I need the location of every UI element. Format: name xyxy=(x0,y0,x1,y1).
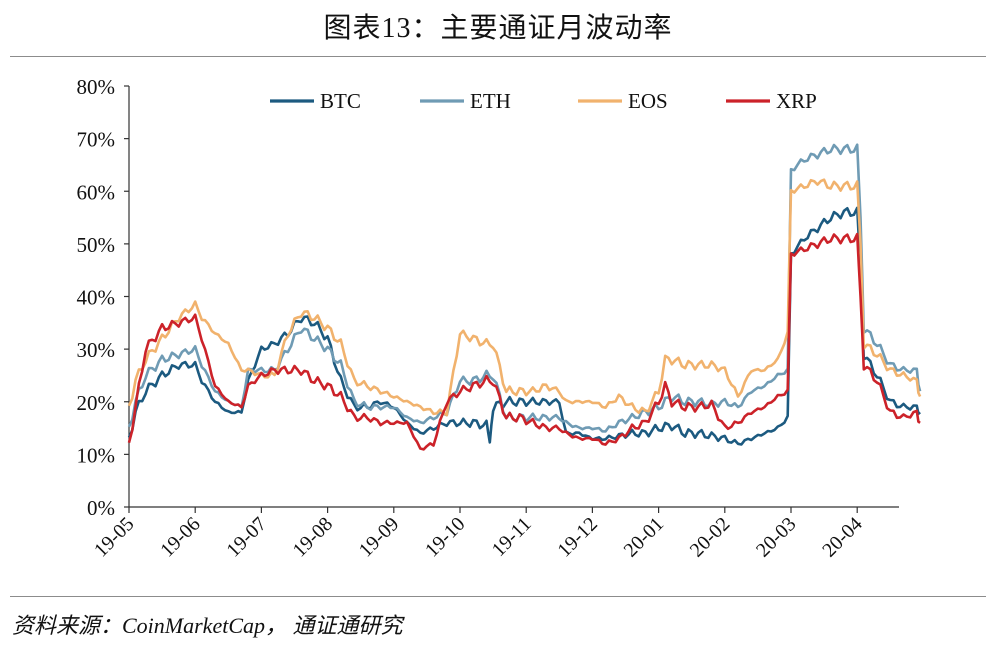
series-line-xrp xyxy=(127,232,921,451)
y-tick-label: 40% xyxy=(77,286,116,310)
y-tick-label: 50% xyxy=(77,233,116,257)
x-tick-label: 19-11 xyxy=(488,513,536,561)
legend-label-eth: ETH xyxy=(470,89,511,113)
y-tick-label: 30% xyxy=(77,338,116,362)
series-line-btc xyxy=(127,206,921,446)
title-divider xyxy=(10,56,986,57)
source-divider xyxy=(10,596,986,597)
x-tick-label: 19-08 xyxy=(289,513,338,562)
volatility-line-chart: 0% 10% 20% 30% 40% 50% 60% 70% 80% 19-05 19-06 19-0… xyxy=(77,75,922,562)
y-tick-label: 80% xyxy=(77,75,116,99)
x-tick-label: 20-04 xyxy=(818,513,867,562)
x-tick-label: 19-05 xyxy=(90,513,139,562)
legend-label-eos: EOS xyxy=(628,89,668,113)
y-tick-label: 60% xyxy=(77,180,116,204)
x-tick-label: 19-06 xyxy=(156,513,205,562)
y-tick-label: 10% xyxy=(77,443,116,467)
legend-label-xrp: XRP xyxy=(776,89,817,113)
legend-label-btc: BTC xyxy=(320,89,361,113)
x-tick-label: 19-09 xyxy=(355,513,404,562)
x-tick-label: 20-02 xyxy=(686,513,735,562)
chart-legend: BTC ETH EOS XRP xyxy=(270,89,817,113)
x-tick-label: 19-12 xyxy=(553,513,602,562)
source-note: 资料来源：CoinMarketCap， 通证通研究 xyxy=(12,613,403,638)
x-tick-label: 19-10 xyxy=(421,513,470,562)
y-tick-label: 70% xyxy=(77,128,116,152)
chart-title: 图表13：主要通证月波动率 xyxy=(323,13,673,44)
x-tick-label: 19-07 xyxy=(222,513,271,562)
x-tick-label: 20-03 xyxy=(752,513,801,562)
chart-series xyxy=(127,143,922,451)
x-tick-label: 20-01 xyxy=(620,513,669,562)
y-tick-label: 0% xyxy=(87,496,115,520)
y-tick-label: 20% xyxy=(77,391,116,415)
series-line-eth xyxy=(127,143,922,433)
